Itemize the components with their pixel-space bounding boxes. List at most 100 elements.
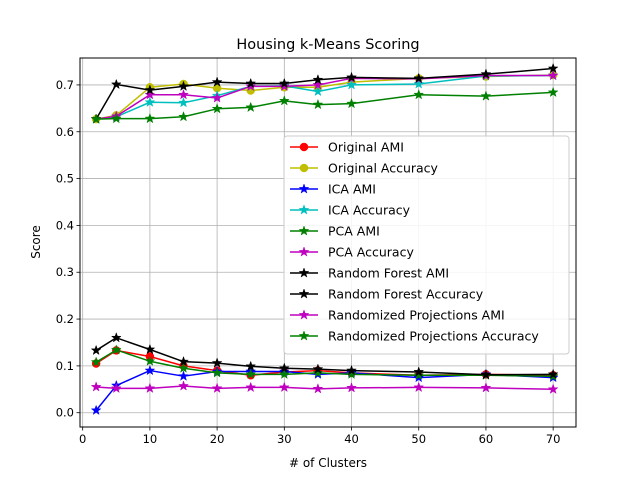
data-point (312, 367, 324, 378)
data-point (245, 80, 257, 91)
legend-item: Original Accuracy (290, 161, 439, 176)
series-line (95, 67, 554, 120)
legend: Original AMI Original Accuracy ICA AMI ICA … (283, 135, 570, 355)
data-point (413, 366, 425, 377)
data-point (178, 111, 189, 122)
data-point (211, 357, 223, 368)
data-point (480, 382, 492, 393)
data-point (480, 369, 492, 380)
x-tick-label: 0 (79, 432, 86, 446)
x-tick-label: 50 (411, 432, 426, 446)
y-tick-label: 0.2 (56, 312, 74, 326)
data-point (211, 76, 223, 87)
data-point (178, 370, 189, 381)
series-line (95, 337, 554, 376)
data-point (110, 332, 122, 343)
data-point (346, 368, 358, 379)
x-axis-label: # of Clusters (289, 456, 367, 470)
x-tick-label: 70 (546, 432, 561, 446)
data-point (278, 362, 290, 373)
data-point (144, 112, 156, 124)
series-line (95, 369, 554, 411)
data-point (312, 98, 324, 110)
series-6 (90, 332, 559, 380)
data-point (178, 80, 189, 91)
data-point (278, 368, 290, 379)
data-point (211, 92, 223, 103)
data-point (278, 381, 290, 393)
data-point (547, 383, 559, 394)
data-point (346, 382, 358, 393)
data-point (144, 343, 156, 355)
data-point (346, 364, 358, 376)
data-point (144, 84, 156, 95)
legend-marker (299, 142, 309, 152)
data-point (346, 71, 358, 83)
data-point (547, 62, 559, 74)
legend-label: ICA Accuracy (328, 203, 411, 218)
data-point (178, 96, 189, 108)
x-tick-label: 10 (143, 432, 158, 446)
data-point (547, 86, 559, 98)
data-point (312, 79, 324, 90)
series-9 (90, 86, 559, 124)
y-tick-label: 0.3 (56, 265, 74, 279)
data-point (178, 362, 189, 373)
legend-item: Original AMI (290, 140, 404, 155)
data-point (245, 381, 257, 393)
legend-marker (298, 267, 310, 278)
legend-marker (298, 225, 310, 236)
data-point (144, 355, 156, 366)
data-point (90, 404, 102, 416)
data-point (110, 112, 122, 124)
x-tick-label: 40 (344, 432, 359, 446)
data-point (178, 88, 189, 100)
axes: 0 10 20 30 40 50 60 70 0.0 0.1 0.2 0.3 0.4 0.5 0.6 0.7 (56, 78, 561, 446)
legend-label: Randomized Projections Accuracy (328, 329, 539, 344)
legend-item: PCA AMI (290, 224, 380, 239)
legend-item: Random Forest Accuracy (290, 287, 484, 302)
plot-frame (79, 57, 577, 428)
legend-marker (298, 330, 310, 341)
data-point (211, 382, 223, 394)
legend-marker (298, 183, 310, 194)
data-point (211, 367, 223, 378)
legend-label: Original AMI (328, 140, 404, 155)
data-point (144, 96, 156, 107)
y-axis-label: Score (29, 225, 43, 259)
legend-label: Random Forest Accuracy (328, 287, 484, 302)
series-line (95, 349, 554, 377)
legend-label: Random Forest AMI (328, 266, 449, 281)
data-point (245, 77, 257, 89)
data-point (312, 383, 324, 394)
data-point (211, 103, 223, 114)
y-tick-label: 0.5 (56, 172, 74, 186)
data-point (312, 74, 324, 85)
data-point (278, 95, 290, 106)
data-point (144, 88, 156, 100)
data-point (312, 85, 324, 97)
legend-label: PCA AMI (328, 224, 380, 239)
legend-item: Randomized Projections Accuracy (290, 329, 539, 344)
data-point (278, 77, 290, 89)
legend-marker (298, 309, 310, 320)
y-tick-label: 0.1 (56, 359, 74, 373)
legend-item: Randomized Projections AMI (290, 308, 505, 323)
data-point (547, 69, 559, 81)
x-tick-label: 30 (277, 432, 292, 446)
x-tick-label: 60 (479, 432, 494, 446)
y-tick-label: 0.7 (56, 78, 74, 92)
series-layer (90, 62, 559, 416)
series-line (96, 385, 554, 391)
series-4 (90, 344, 559, 381)
data-point (90, 344, 102, 356)
legend-marker (298, 204, 310, 215)
data-point (178, 355, 189, 367)
data-point (480, 90, 492, 101)
data-point (413, 381, 425, 393)
data-point (90, 113, 102, 124)
data-point (245, 360, 257, 372)
data-point (245, 101, 257, 113)
